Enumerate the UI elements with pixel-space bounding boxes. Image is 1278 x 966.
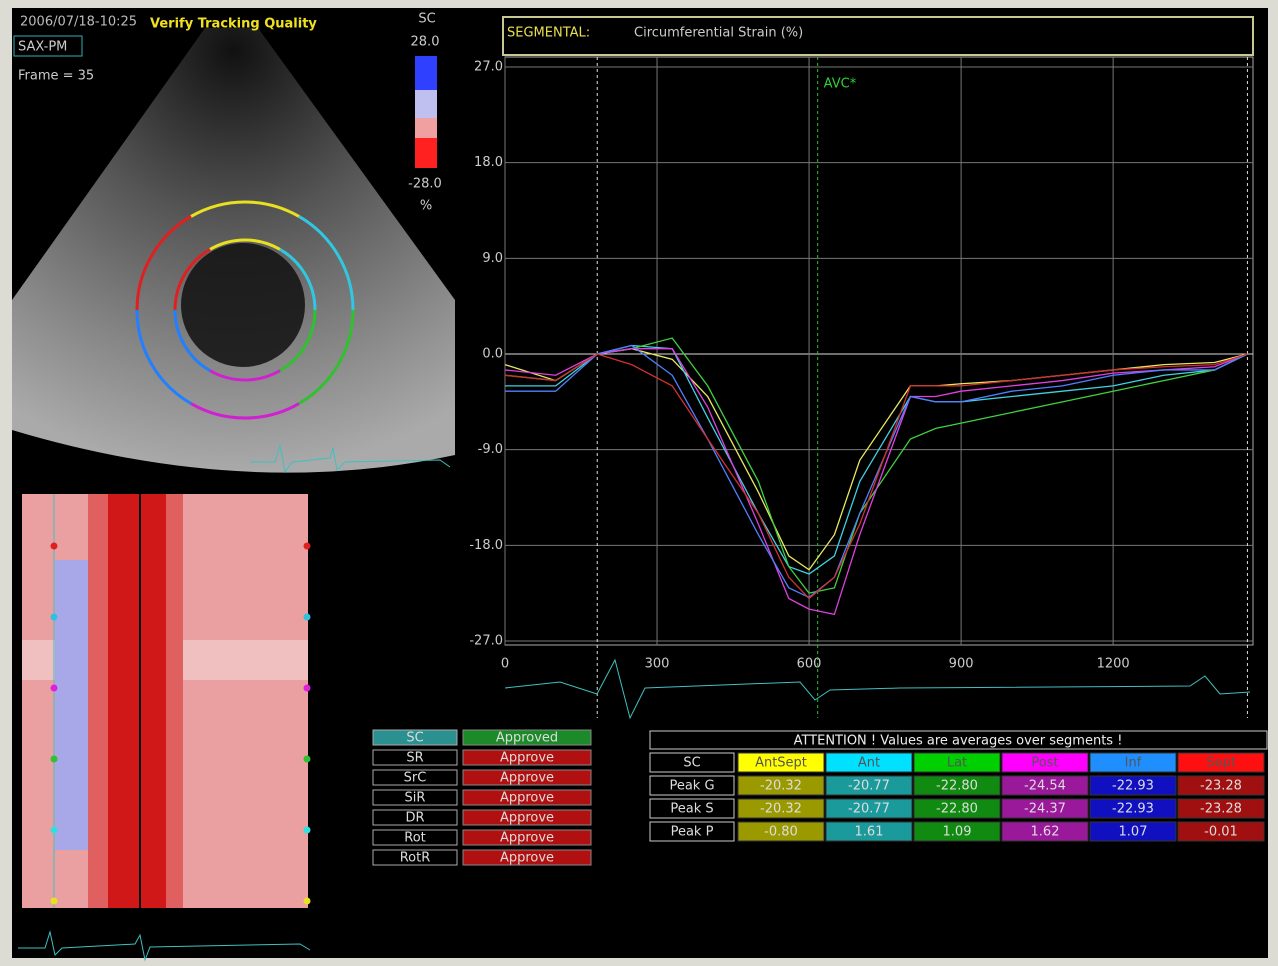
approve-label[interactable]: Approve xyxy=(500,791,554,806)
color-bar-pink xyxy=(415,118,437,138)
y-tick-label: 9.0 xyxy=(482,251,503,266)
strain-map-dot xyxy=(304,827,311,834)
parameter-label[interactable]: RotR xyxy=(400,851,431,866)
table-text: -20.32 xyxy=(760,802,802,817)
y-tick-label: -18.0 xyxy=(469,538,503,553)
scale-label: SC xyxy=(418,12,435,27)
table-text: -23.28 xyxy=(1200,779,1242,794)
approve-label[interactable]: Approve xyxy=(500,811,554,826)
table-text: 1.61 xyxy=(855,825,884,840)
scale-max: 28.0 xyxy=(411,35,440,50)
strain-map-dot xyxy=(304,756,311,763)
strain-map-dot xyxy=(304,898,311,905)
table-text: 1.07 xyxy=(1119,825,1148,840)
strain-map-dot xyxy=(304,685,311,692)
strain-map-core xyxy=(108,494,166,908)
strain-map-dot xyxy=(51,543,58,550)
parameter-label[interactable]: SiR xyxy=(405,791,426,806)
table-text: -0.01 xyxy=(1204,825,1238,840)
avc-label: AVC* xyxy=(824,77,857,92)
table-text: Inf xyxy=(1125,756,1142,771)
approve-label[interactable]: Approved xyxy=(496,731,558,746)
x-tick-label: 0 xyxy=(501,657,509,672)
table-text: Sept xyxy=(1206,756,1236,771)
parameter-label[interactable]: DR xyxy=(405,811,424,826)
chart-title: SEGMENTAL: xyxy=(507,26,590,41)
scale-min: -28.0 xyxy=(408,177,442,192)
parameter-label[interactable]: SrC xyxy=(404,771,427,786)
strain-map-dot xyxy=(51,614,58,621)
x-tick-label: 300 xyxy=(645,657,670,672)
page: { "header": {"timestamp": "2006/07/18-10… xyxy=(0,0,1278,966)
parameter-label[interactable]: SR xyxy=(406,751,423,766)
table-text: -20.32 xyxy=(760,779,802,794)
strain-map-dot xyxy=(304,543,311,550)
attention-text: ATTENTION ! Values are averages over seg… xyxy=(794,734,1123,749)
y-tick-label: 27.0 xyxy=(474,60,503,75)
approve-label[interactable]: Approve xyxy=(500,771,554,786)
table-text: -22.80 xyxy=(936,802,978,817)
strain-map-dot xyxy=(51,827,58,834)
strain-map-dot xyxy=(304,614,311,621)
table-text: -24.54 xyxy=(1024,779,1066,794)
approve-label[interactable]: Approve xyxy=(500,751,554,766)
table-text: -24.37 xyxy=(1024,802,1066,817)
strain-map-dot xyxy=(51,756,58,763)
x-tick-label: 900 xyxy=(949,657,974,672)
timestamp: 2006/07/18-10:25 xyxy=(20,15,137,30)
y-tick-label: 18.0 xyxy=(474,155,503,170)
cavity xyxy=(181,243,305,367)
y-tick-label: 0.0 xyxy=(482,347,503,362)
strain-map-dot xyxy=(51,685,58,692)
table-text: Peak P xyxy=(671,825,714,840)
table-text: AntSept xyxy=(755,756,807,771)
approve-label[interactable]: Approve xyxy=(500,831,554,846)
table-text: SC xyxy=(683,756,700,771)
color-bar-mid xyxy=(415,90,437,120)
view-label: SAX-PM xyxy=(18,40,67,55)
parameter-label[interactable]: Rot xyxy=(404,831,426,846)
table-text: -22.80 xyxy=(936,779,978,794)
table-text: -20.77 xyxy=(848,779,890,794)
table-text: Peak S xyxy=(670,802,713,817)
y-tick-label: -9.0 xyxy=(478,442,503,457)
parameter-label[interactable]: SC xyxy=(406,731,423,746)
table-text: -0.80 xyxy=(764,825,798,840)
table-text: Lat xyxy=(947,756,967,771)
table-text: -22.93 xyxy=(1112,779,1154,794)
table-text: -23.28 xyxy=(1200,802,1242,817)
screen: 2006/07/18-10:25 Verify Tracking Quality S… xyxy=(0,0,1278,966)
table-text: 1.09 xyxy=(943,825,972,840)
table-text: -22.93 xyxy=(1112,802,1154,817)
frame-label: Frame = 35 xyxy=(18,69,94,84)
chart-subtitle: Circumferential Strain (%) xyxy=(634,26,803,41)
scale-unit: % xyxy=(420,199,432,214)
x-tick-label: 1200 xyxy=(1097,657,1130,672)
table-text: Post xyxy=(1031,756,1058,771)
screen-title: Verify Tracking Quality xyxy=(150,17,317,32)
table-text: -20.77 xyxy=(848,802,890,817)
approve-label[interactable]: Approve xyxy=(500,851,554,866)
y-tick-label: -27.0 xyxy=(469,634,503,649)
table-text: 1.62 xyxy=(1031,825,1060,840)
strain-map-dot xyxy=(51,898,58,905)
table-text: Peak G xyxy=(669,779,714,794)
table-text: Ant xyxy=(858,756,880,771)
